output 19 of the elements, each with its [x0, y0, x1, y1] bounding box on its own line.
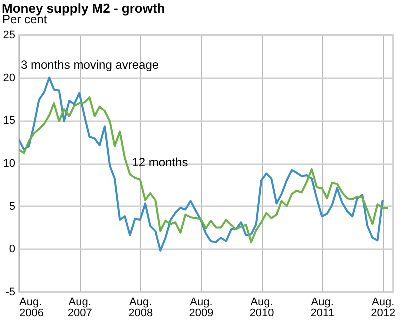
y-tick-label: 5 — [9, 200, 16, 213]
x-tick-label: Aug. 2007 — [68, 296, 92, 320]
x-tick-label: Aug. 2009 — [189, 296, 214, 320]
y-tick-label: 15 — [3, 115, 16, 128]
line-series — [19, 76, 384, 252]
y-tick-label: 0 — [9, 244, 16, 256]
line-series — [19, 96, 390, 244]
x-tick-label: Aug. 2011 — [310, 296, 334, 320]
y-tick-label: 20 — [3, 72, 16, 84]
chart-title: Money supply M2 - growth — [2, 1, 166, 16]
x-tick-label: Aug. 2008 — [128, 296, 154, 320]
series-label: 12 months — [132, 156, 188, 170]
text: 3 months moving avreage — [21, 58, 160, 72]
x-tick-label: Aug. 2010 — [250, 296, 274, 320]
y-tick-label: 10 — [3, 158, 16, 170]
y-tick-label: -5 — [6, 286, 16, 298]
y-tick-label: 25 — [3, 30, 16, 42]
x-tick-label: Aug. 2012 — [371, 296, 396, 320]
x-tick-label: Aug. 2006 — [20, 296, 44, 320]
